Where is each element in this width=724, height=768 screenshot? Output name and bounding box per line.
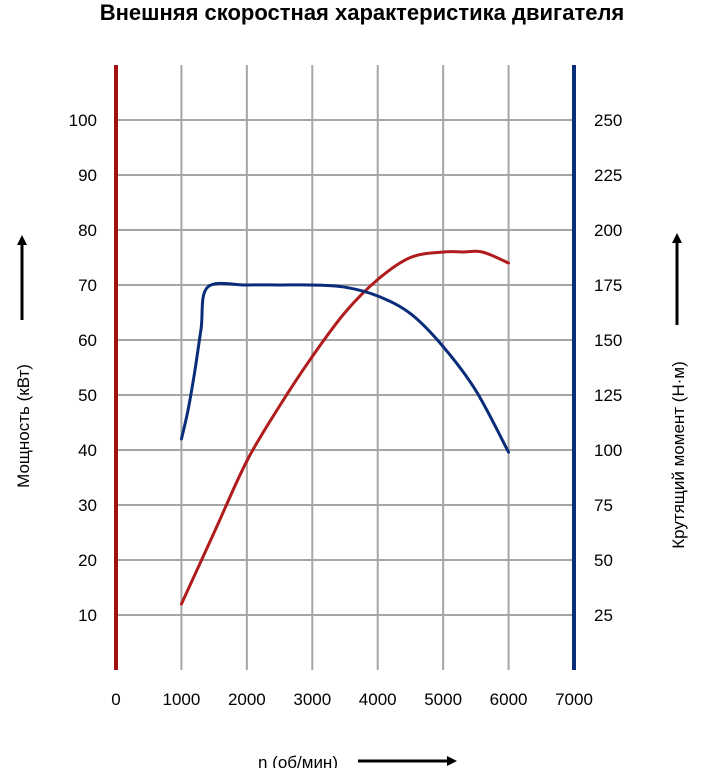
torque-series-line — [179, 281, 511, 454]
y-axis-right-title: Крутящий момент (Н·м) — [669, 361, 688, 549]
series-lines — [179, 249, 511, 606]
y-left-tick-label: 60 — [78, 331, 97, 350]
x-tick-label: 0 — [111, 690, 120, 709]
x-tick-label: 6000 — [490, 690, 528, 709]
y-right-tick-label: 225 — [594, 166, 622, 185]
x-tick-label: 5000 — [424, 690, 462, 709]
y-right-tick-label: 150 — [594, 331, 622, 350]
x-axis-title: n (об/мин) — [258, 753, 338, 768]
x-tick-label: 7000 — [555, 690, 593, 709]
grid — [116, 65, 574, 670]
y-left-tick-label: 30 — [78, 496, 97, 515]
x-tick-label: 2000 — [228, 690, 266, 709]
axes — [114, 65, 576, 670]
y-right-tick-label: 25 — [594, 606, 613, 625]
y-right-tick-label: 100 — [594, 441, 622, 460]
y-right-tick-label: 50 — [594, 551, 613, 570]
y-right-tick-label: 250 — [594, 111, 622, 130]
y-left-tick-label: 80 — [78, 221, 97, 240]
tick-labels: 0 1000 2000 3000 4000 5000 6000 7000 10 20 30 40 50 6… — [69, 111, 623, 709]
y-right-tick-label: 75 — [594, 496, 613, 515]
y-right-tick-label: 125 — [594, 386, 622, 405]
y-axis-left-title: Мощность (кВт) — [14, 364, 33, 488]
x-tick-label: 3000 — [293, 690, 331, 709]
y-left-tick-label: 70 — [78, 276, 97, 295]
y-right-tick-label: 200 — [594, 221, 622, 240]
y-left-tick-label: 10 — [78, 606, 97, 625]
chart-title: Внешняя скоростная характеристика двигат… — [100, 0, 625, 25]
x-tick-label: 1000 — [163, 690, 201, 709]
y-left-tick-label: 40 — [78, 441, 97, 460]
y-right-tick-label: 175 — [594, 276, 622, 295]
power-series-line — [179, 249, 511, 606]
y-left-tick-label: 20 — [78, 551, 97, 570]
x-tick-label: 4000 — [359, 690, 397, 709]
y-left-tick-label: 100 — [69, 111, 97, 130]
y-left-tick-label: 50 — [78, 386, 97, 405]
y-left-tick-label: 90 — [78, 166, 97, 185]
